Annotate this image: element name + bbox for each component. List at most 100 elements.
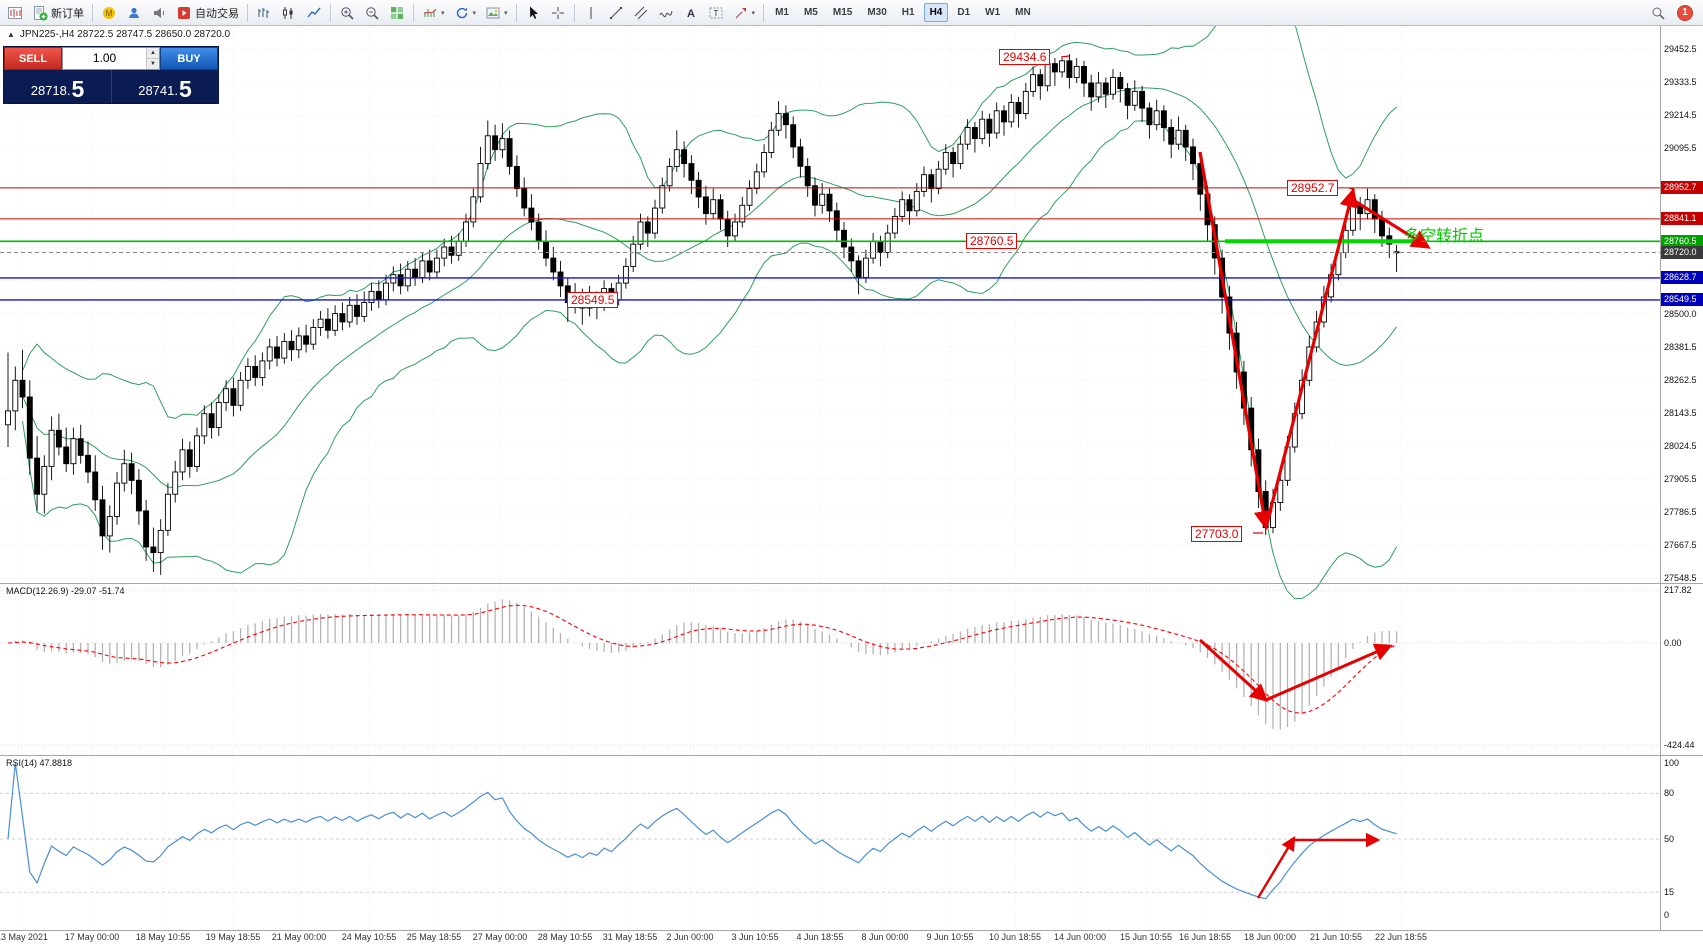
buy-button[interactable]: BUY bbox=[160, 47, 218, 70]
elliott-wave-icon[interactable] bbox=[654, 2, 678, 24]
time-axis-label: 8 Jun 00:00 bbox=[861, 932, 909, 942]
rsi-scale-label: 100 bbox=[1664, 758, 1680, 768]
equidistant-channel-icon[interactable] bbox=[629, 2, 653, 24]
time-axis-label: 25 May 18:55 bbox=[406, 932, 462, 942]
time-axis-label: 18 Jun 00:00 bbox=[1243, 932, 1297, 942]
zoom-out-icon[interactable] bbox=[360, 2, 384, 24]
toolbar-divider bbox=[92, 3, 93, 22]
price-axis-separator bbox=[1660, 26, 1661, 930]
time-axis-label: 31 May 18:55 bbox=[602, 932, 658, 942]
chart-expand-icon[interactable]: ▲ bbox=[7, 30, 15, 39]
price-scale-label: 29095.5 bbox=[1664, 143, 1697, 154]
time-axis-label: 14 Jun 00:00 bbox=[1053, 932, 1107, 942]
time-axis-label: 24 May 10:55 bbox=[341, 932, 397, 942]
price-annotation-label[interactable]: 28549.5 bbox=[567, 292, 619, 308]
time-axis-label: 2 Jun 00:00 bbox=[666, 932, 714, 942]
tile-windows-icon[interactable] bbox=[385, 2, 409, 24]
price-scale-label: 28024.5 bbox=[1664, 440, 1697, 451]
chevron-down-icon: ▾ bbox=[441, 9, 445, 17]
time-axis-label: 28 May 10:55 bbox=[537, 932, 593, 942]
candle-chart-mode-icon[interactable] bbox=[277, 2, 301, 24]
volume-spin-buttons: ▲ ▼ bbox=[146, 48, 159, 69]
volume-increase-button[interactable]: ▲ bbox=[147, 48, 159, 58]
notifications-badge[interactable]: 1 bbox=[1677, 4, 1693, 21]
one-click-trading-panel: SELL 1.00 ▲ ▼ BUY 28718. 5 28741. 5 bbox=[3, 46, 219, 104]
time-axis-label: 21 May 00:00 bbox=[271, 932, 327, 942]
period-refresh-icon[interactable]: ▾ bbox=[450, 2, 481, 24]
chart-title: ▲ JPN225-,H4 28722.5 28747.5 28650.0 287… bbox=[7, 29, 230, 40]
price-annotation-label[interactable]: 29434.6 bbox=[999, 49, 1051, 65]
price-scale-label: 28500.0 bbox=[1664, 308, 1697, 319]
toolbar-right-group: 1 bbox=[1646, 2, 1700, 24]
timeframe-mn-button[interactable]: MN bbox=[1015, 7, 1031, 18]
price-annotation-label[interactable]: 28760.5 bbox=[966, 233, 1018, 249]
accounts-icon[interactable] bbox=[122, 2, 146, 24]
price-scale-label: 28143.5 bbox=[1664, 407, 1697, 418]
time-axis-label: 18 May 10:55 bbox=[135, 932, 191, 942]
volume-stepper[interactable]: 1.00 ▲ ▼ bbox=[62, 47, 160, 70]
line-chart-mode-icon[interactable] bbox=[302, 2, 326, 24]
toolbar-divider bbox=[330, 3, 331, 22]
timeframe-d1-button[interactable]: D1 bbox=[957, 7, 971, 18]
price-annotation-label[interactable]: 28952.7 bbox=[1287, 180, 1339, 196]
toolbar-divider bbox=[247, 3, 248, 22]
sell-button[interactable]: SELL bbox=[4, 47, 62, 70]
svg-text:T: T bbox=[713, 9, 718, 18]
panel-splitter-macd[interactable] bbox=[0, 583, 1703, 586]
new-order-button[interactable]: 新订单 bbox=[28, 2, 88, 24]
rsi-scale-label: 80 bbox=[1664, 788, 1675, 799]
timeframe-m30-button[interactable]: M30 bbox=[867, 7, 887, 18]
text-label-icon[interactable]: T bbox=[704, 2, 728, 24]
timeframe-m5-button[interactable]: M5 bbox=[803, 7, 818, 18]
time-axis-label: 16 Jun 18:55 bbox=[1178, 932, 1232, 942]
rsi-indicator-label: RSI(14) 47.8818 bbox=[6, 758, 73, 768]
timeframe-h4-button[interactable]: H4 bbox=[923, 3, 949, 22]
cursor-icon[interactable] bbox=[521, 2, 545, 24]
price-tag: 28720.0 bbox=[1661, 246, 1703, 259]
time-axis-label: 13 May 2021 bbox=[0, 932, 49, 942]
turning-point-annotation[interactable]: 多空转折点 bbox=[1404, 228, 1485, 245]
zoom-in-icon[interactable] bbox=[335, 2, 359, 24]
arrow-objects-icon[interactable]: ▾ bbox=[729, 2, 760, 24]
price-scale-label: 27667.5 bbox=[1664, 539, 1697, 550]
price-annotation-label[interactable]: 27703.0 bbox=[1191, 526, 1243, 542]
timeframe-w1-button[interactable]: W1 bbox=[985, 7, 1001, 18]
toolbar: 新订单 M 自动交易 ▾ ▾ ▾ A T ▾ M1 M5 M15 M30 H1 H4 D1 W1 MN 1 bbox=[0, 0, 1703, 26]
bar-chart-mode-icon[interactable] bbox=[252, 2, 276, 24]
panel-splitter-rsi[interactable] bbox=[0, 755, 1703, 758]
time-axis-label: 15 Jun 10:55 bbox=[1119, 932, 1173, 942]
vertical-line-icon[interactable] bbox=[579, 2, 603, 24]
timeframe-m15-button[interactable]: M15 bbox=[832, 7, 853, 18]
time-axis-label: 10 Jun 18:55 bbox=[988, 932, 1042, 942]
timeframe-m1-button[interactable]: M1 bbox=[775, 7, 789, 18]
autotrading-button[interactable]: 自动交易 bbox=[172, 2, 243, 24]
templates-icon[interactable]: ▾ bbox=[481, 2, 512, 24]
rsi-scale-label: 15 bbox=[1664, 887, 1675, 898]
time-axis-label: 3 Jun 10:55 bbox=[731, 932, 779, 942]
trendline-icon[interactable] bbox=[604, 2, 628, 24]
chevron-down-icon: ▾ bbox=[751, 9, 756, 17]
rsi-scale-label: 0 bbox=[1664, 910, 1670, 920]
timeframe-h1-button[interactable]: H1 bbox=[901, 7, 915, 18]
indicators-icon[interactable]: ▾ bbox=[418, 2, 449, 24]
sell-price-button[interactable]: 28718. 5 bbox=[4, 70, 111, 103]
macd-indicator-label: MACD(12.26.9) -29.07 -51.74 bbox=[6, 586, 125, 596]
price-tag: 28628.7 bbox=[1661, 271, 1703, 285]
macd-scale-label: 0.00 bbox=[1664, 638, 1682, 648]
buy-price-big-digit: 5 bbox=[178, 76, 192, 102]
alerts-icon[interactable] bbox=[147, 2, 171, 24]
volume-input[interactable]: 1.00 bbox=[92, 51, 117, 65]
volume-decrease-button[interactable]: ▼ bbox=[147, 58, 159, 69]
price-scale-label: 29214.5 bbox=[1664, 110, 1697, 121]
chart-window-icon[interactable] bbox=[3, 2, 27, 24]
price-tag: 28549.5 bbox=[1661, 293, 1703, 307]
search-button[interactable] bbox=[1646, 2, 1670, 24]
crosshair-icon[interactable] bbox=[546, 2, 570, 24]
mql5-icon[interactable]: M bbox=[97, 2, 121, 24]
buy-price-button[interactable]: 28741. 5 bbox=[111, 70, 218, 103]
text-tool-icon[interactable]: A bbox=[679, 2, 703, 24]
price-scale-label: 27905.5 bbox=[1664, 473, 1697, 484]
time-axis-label: 27 May 00:00 bbox=[472, 932, 528, 942]
chevron-down-icon: ▾ bbox=[504, 9, 508, 17]
